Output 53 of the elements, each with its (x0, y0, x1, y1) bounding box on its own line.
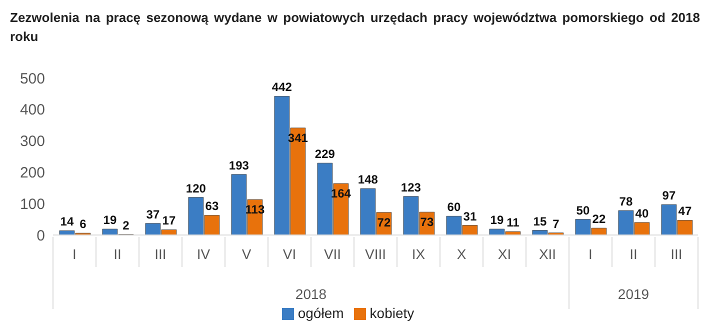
text: 2018 (295, 286, 327, 302)
x-tick-label: VII (324, 246, 342, 262)
data-label: 78 (619, 194, 633, 209)
chart-title: Zezwolenia na pracę sezonową wydane w powiatowych urzędach pracy województwa pomorskiego od 2018 roku (9, 9, 700, 46)
y-tick-label: 100 (20, 196, 45, 213)
x-tick-label: VI (282, 246, 296, 262)
x-tick-label: VIII (364, 246, 386, 262)
data-label: 19 (490, 213, 504, 228)
data-label: 7 (552, 216, 560, 231)
x-tick-label: V (242, 246, 252, 262)
x-tick-label: XI (498, 246, 512, 262)
x-tick-label: I (72, 246, 76, 262)
x-tick-label: II (114, 246, 122, 262)
data-label: 72 (377, 215, 391, 230)
data-label: 148 (358, 172, 378, 187)
legend-label: kobiety (370, 305, 414, 321)
data-label: 193 (228, 158, 250, 172)
text: 2019 (618, 286, 650, 302)
x-tick-label: II (630, 246, 638, 262)
data-label: 73 (420, 215, 434, 230)
y-tick-label: 400 (20, 102, 45, 119)
data-label: 37 (146, 207, 160, 222)
data-label: 123 (400, 180, 422, 194)
x-tick-label: X (456, 246, 467, 262)
data-label: 6 (80, 217, 87, 232)
data-label: 2 (122, 218, 130, 232)
x-tick-label: XII (538, 246, 556, 262)
data-label: 97 (662, 188, 676, 203)
x-tick-label: III (670, 246, 682, 262)
data-label: 60 (447, 200, 461, 214)
data-label: 14 (60, 214, 74, 229)
x-tick-label: I (588, 246, 592, 262)
y-tick-label: 500 (20, 70, 45, 88)
data-label: 47 (678, 204, 692, 218)
data-label: 31 (463, 209, 477, 224)
data-label: 63 (205, 199, 219, 214)
data-label: 40 (635, 206, 649, 220)
legend-label: ogółem (298, 305, 344, 321)
x-tick-label: III (154, 246, 166, 262)
data-label: 442 (272, 80, 292, 94)
data-label: 120 (186, 181, 206, 196)
data-label: 19 (103, 213, 117, 228)
x-tick-label: IX (412, 246, 426, 262)
y-tick-label: 300 (20, 133, 45, 150)
y-tick-label: 200 (20, 164, 45, 182)
data-label: 11 (506, 216, 520, 230)
data-label: 17 (162, 214, 176, 228)
y-tick-label: 0 (36, 227, 45, 244)
data-label: 15 (533, 214, 547, 228)
data-label: 229 (314, 147, 336, 162)
x-tick-label: IV (196, 246, 211, 262)
data-label: 50 (576, 203, 590, 218)
data-label: 22 (592, 212, 606, 226)
